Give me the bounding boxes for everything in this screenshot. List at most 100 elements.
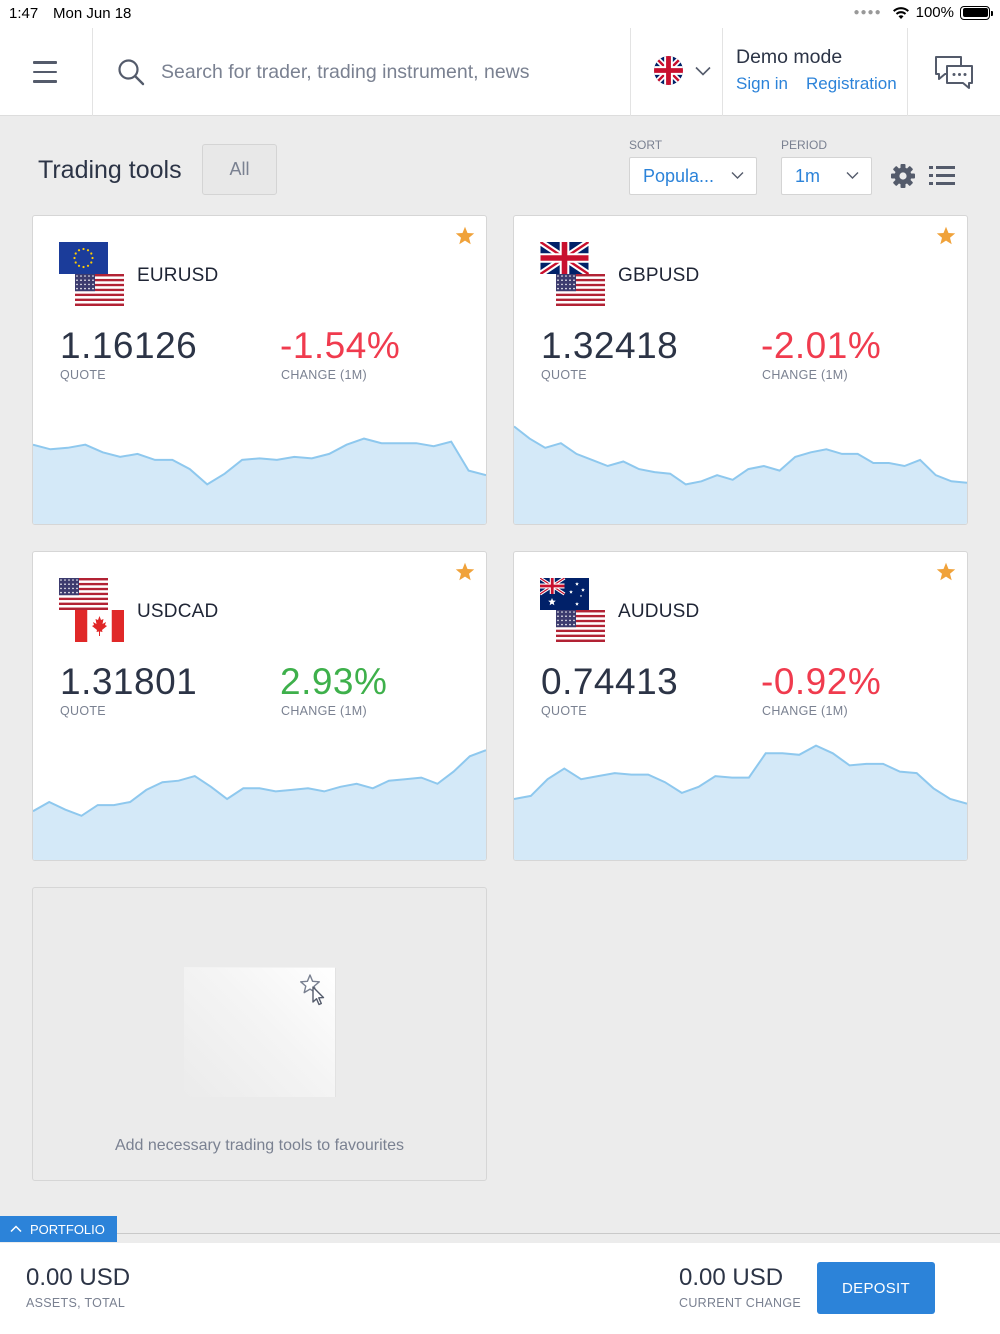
sparkline-area xyxy=(33,438,486,524)
instrument-symbol: AUDUSD xyxy=(618,601,700,622)
search-input[interactable] xyxy=(161,60,601,84)
chevron-up-icon xyxy=(10,1225,22,1233)
favourite-star-icon[interactable] xyxy=(455,562,475,586)
header-divider xyxy=(722,28,723,116)
change-label: CHANGE (1M) xyxy=(762,368,848,382)
period-label: PERIOD xyxy=(781,138,828,152)
favourites-hint: Add necessary trading tools to favourite… xyxy=(114,1137,405,1154)
us-flag-icon xyxy=(556,274,605,306)
sort-select[interactable]: Popula... xyxy=(629,157,757,195)
filter-all-button[interactable]: All xyxy=(202,144,277,195)
currency-pair-flags xyxy=(59,242,127,308)
sparkline-chart xyxy=(33,749,486,860)
us-flag-icon xyxy=(556,610,605,642)
portfolio-divider xyxy=(0,1233,1000,1234)
search-icon xyxy=(118,59,145,86)
assets-total-value: 0.00 USD xyxy=(26,1264,131,1291)
change-label: CHANGE (1M) xyxy=(281,704,367,718)
gb-flag-icon xyxy=(540,242,589,274)
sort-label: SORT xyxy=(629,138,663,152)
sparkline-line xyxy=(33,749,486,817)
change-label: CHANGE (1M) xyxy=(762,704,848,718)
currency-pair-flags xyxy=(540,578,608,644)
battery-icon xyxy=(960,5,993,20)
change-value: -1.54% xyxy=(280,325,401,366)
instrument-symbol: GBPUSD xyxy=(618,265,700,286)
instrument-symbol: EURUSD xyxy=(137,265,219,286)
change-value: -2.01% xyxy=(761,325,882,366)
current-change-value: 0.00 USD xyxy=(679,1264,784,1291)
sparkline-line xyxy=(33,437,486,486)
instrument-card-eurusd[interactable]: EURUSD 1.16126 QUOTE -1.54% CHANGE (1M) xyxy=(32,215,487,525)
registration-link[interactable]: Registration xyxy=(805,74,897,93)
wifi-icon xyxy=(892,6,909,19)
portfolio-tab[interactable]: PORTFOLIO xyxy=(0,1216,117,1242)
menu-bar-icon xyxy=(33,70,57,74)
chat-icon xyxy=(935,56,973,89)
list-view-icon xyxy=(929,166,955,185)
current-change-label: CURRENT CHANGE xyxy=(679,1296,802,1310)
signal-icon: ●●●● xyxy=(853,7,882,18)
header-divider xyxy=(630,28,631,116)
demo-mode-label: Demo mode xyxy=(736,46,843,68)
portfolio-bar: 0.00 USD ASSETS, TOTAL 0.00 USD CURRENT … xyxy=(0,1243,1000,1334)
sparkline-chart xyxy=(514,425,967,524)
change-label: CHANGE (1M) xyxy=(281,368,367,382)
settings-button[interactable] xyxy=(890,163,916,194)
uk-flag-icon xyxy=(654,56,683,85)
quote-label: QUOTE xyxy=(60,704,106,718)
deposit-button[interactable]: DEPOSIT xyxy=(817,1262,935,1314)
header-divider xyxy=(907,28,908,116)
sign-in-link[interactable]: Sign in xyxy=(736,74,788,93)
change-value: 2.93% xyxy=(280,661,388,702)
au-flag-icon xyxy=(540,578,589,610)
menu-bar-icon xyxy=(33,61,57,64)
gear-icon xyxy=(891,164,915,188)
instrument-card-gbpusd[interactable]: GBPUSD 1.32418 QUOTE -2.01% CHANGE (1M) xyxy=(513,215,968,525)
us-flag-icon xyxy=(59,578,108,610)
sparkline-line xyxy=(514,744,967,805)
portfolio-tab-label: PORTFOLIO xyxy=(30,1221,105,1237)
header-divider xyxy=(92,28,93,116)
favourite-star-icon[interactable] xyxy=(936,226,956,250)
list-view-button[interactable] xyxy=(929,165,955,192)
sparkline-area xyxy=(514,745,967,860)
quote-value: 1.31801 xyxy=(60,661,198,702)
sparkline-chart xyxy=(514,744,967,860)
status-time: 1:47 xyxy=(9,5,39,22)
hamburger-menu-button[interactable] xyxy=(22,52,68,92)
ca-flag-icon xyxy=(75,610,124,642)
menu-bar-icon xyxy=(33,80,57,83)
chat-button[interactable] xyxy=(933,54,975,95)
star-cursor-icon xyxy=(300,974,325,1006)
status-right: ●●●● 100% xyxy=(853,4,993,21)
us-flag-icon xyxy=(75,274,124,306)
eu-flag-icon xyxy=(59,242,108,274)
quote-value: 1.16126 xyxy=(60,325,198,366)
instrument-card-audusd[interactable]: AUDUSD 0.74413 QUOTE -0.92% CHANGE (1M) xyxy=(513,551,968,861)
battery-percent: 100% xyxy=(915,4,954,21)
favourite-star-icon[interactable] xyxy=(455,226,475,250)
sparkline-area xyxy=(33,750,486,860)
language-selector[interactable] xyxy=(654,56,711,85)
status-date: Mon Jun 18 xyxy=(53,5,132,22)
page-title: Trading tools xyxy=(38,156,182,184)
assets-total-label: ASSETS, TOTAL xyxy=(26,1296,126,1310)
quote-label: QUOTE xyxy=(541,704,587,718)
instrument-card-usdcad[interactable]: USDCAD 1.31801 QUOTE 2.93% CHANGE (1M) xyxy=(32,551,487,861)
add-favourites-card: Add necessary trading tools to favourite… xyxy=(32,887,487,1181)
currency-pair-flags xyxy=(59,578,127,644)
chevron-down-icon xyxy=(695,66,711,76)
sparkline-line xyxy=(514,425,967,486)
instrument-symbol: USDCAD xyxy=(137,601,219,622)
chevron-down-icon xyxy=(846,172,859,179)
search-bar[interactable] xyxy=(93,28,630,116)
period-select[interactable]: 1m xyxy=(781,157,872,195)
period-value: 1m xyxy=(795,165,821,186)
chevron-down-icon xyxy=(731,172,744,179)
quote-value: 1.32418 xyxy=(541,325,679,366)
currency-pair-flags xyxy=(540,242,608,308)
account-panel: Demo mode Sign in Registration xyxy=(736,46,897,94)
favourite-star-icon[interactable] xyxy=(936,562,956,586)
quote-label: QUOTE xyxy=(60,368,106,382)
